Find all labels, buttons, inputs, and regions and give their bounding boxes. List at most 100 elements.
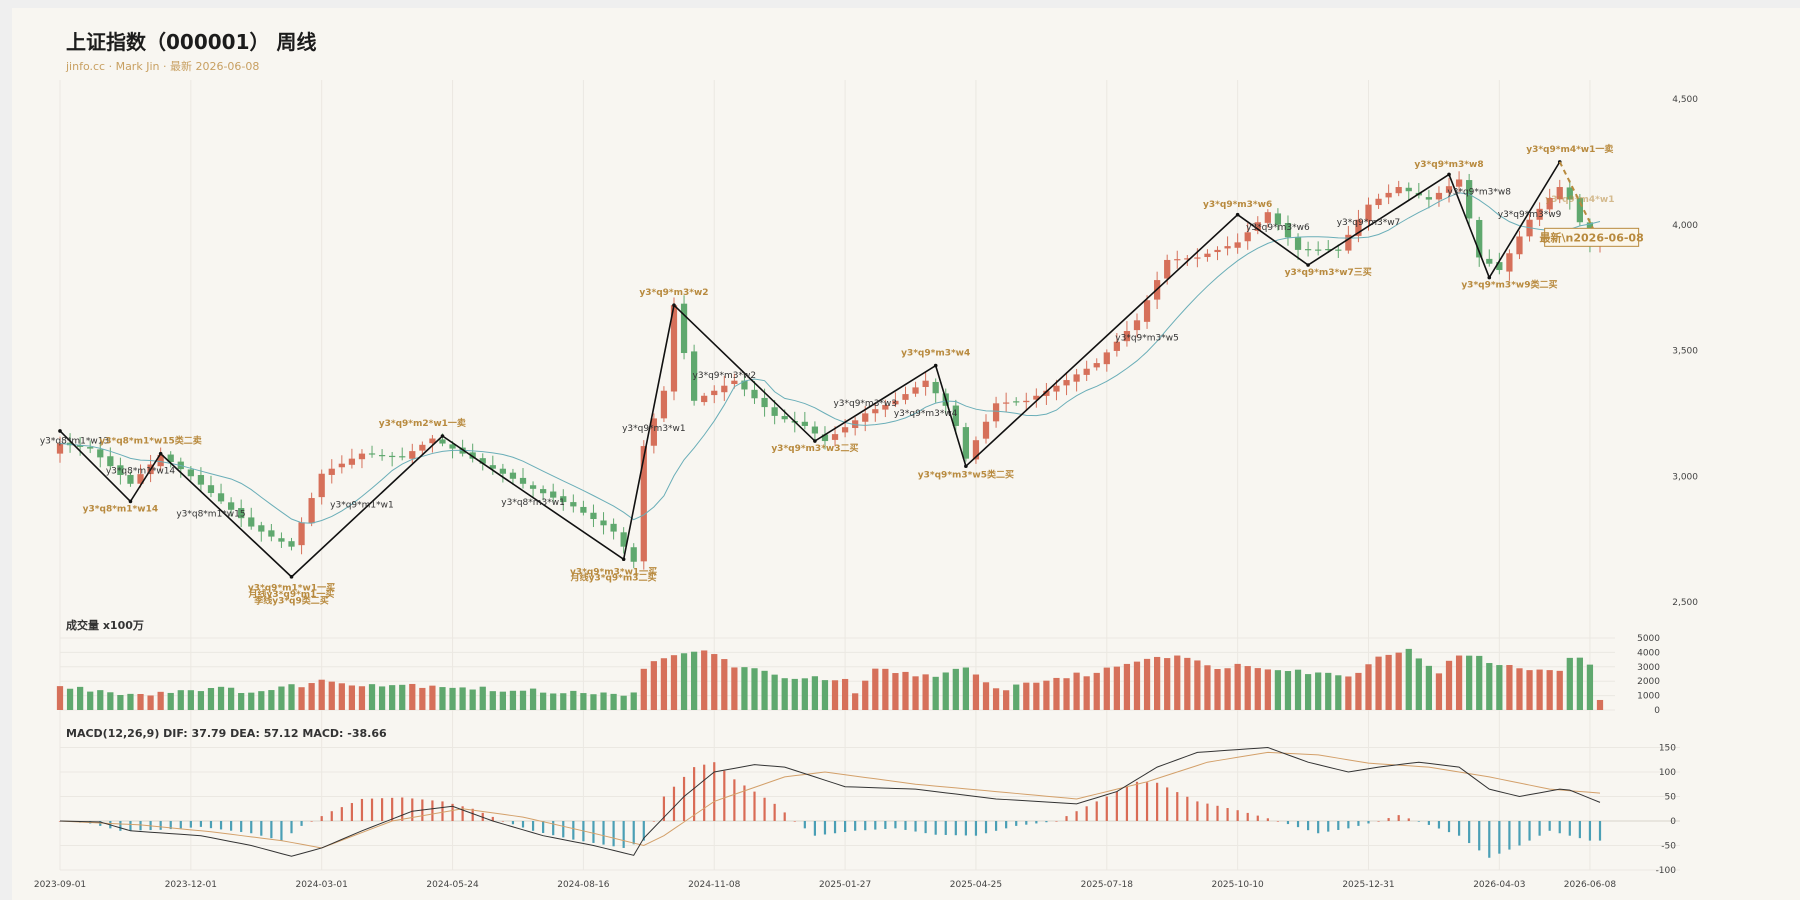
x-tick: 2024-11-08 bbox=[688, 880, 741, 890]
candle-body bbox=[660, 390, 668, 419]
volume-bar bbox=[328, 681, 335, 710]
volume-bar bbox=[942, 672, 949, 710]
candle-body bbox=[1486, 258, 1493, 264]
volume-bar bbox=[872, 668, 879, 710]
macd-bar bbox=[1528, 821, 1531, 841]
zigzag-point bbox=[128, 499, 133, 504]
candle-body bbox=[1294, 236, 1302, 250]
macd-bar bbox=[1427, 821, 1430, 825]
volume-bar bbox=[1244, 666, 1251, 710]
volume-bar bbox=[680, 653, 688, 710]
macd-bar bbox=[924, 821, 927, 834]
volume-bar bbox=[721, 659, 728, 710]
volume-bar bbox=[1023, 682, 1030, 710]
candle-body bbox=[741, 380, 748, 390]
annotation-labels: 最新\n2026-06-08 y3*q8*m1*w13y3*q8*m1*w15类二… bbox=[40, 143, 1644, 606]
volume-bar bbox=[1566, 657, 1573, 710]
macd-bar bbox=[773, 803, 776, 821]
volume-bar bbox=[731, 667, 738, 710]
zigzag-point bbox=[1487, 275, 1492, 280]
zigzag-point bbox=[58, 429, 62, 433]
candle-body bbox=[1546, 197, 1553, 210]
volume-bar bbox=[308, 683, 315, 710]
macd-bar bbox=[994, 821, 998, 831]
macd-bar bbox=[119, 821, 122, 831]
price-tick: 3,000 bbox=[1672, 472, 1698, 482]
latest-box-text: 最新\n2026-06-08 bbox=[1540, 230, 1644, 244]
candle-body bbox=[701, 395, 708, 403]
macd-bar bbox=[974, 821, 978, 836]
volume-bar bbox=[1405, 648, 1412, 710]
macd-bar bbox=[743, 785, 746, 821]
volume-bar bbox=[1174, 655, 1181, 710]
macd-bar bbox=[1125, 786, 1129, 821]
candle-body bbox=[298, 522, 305, 546]
macd-bar bbox=[723, 770, 726, 821]
macd-bar bbox=[511, 821, 515, 825]
macd-bar bbox=[189, 821, 192, 828]
candle-body bbox=[509, 472, 517, 479]
candle-body bbox=[56, 443, 64, 454]
volume-bar bbox=[87, 691, 94, 710]
volume-bar bbox=[1154, 656, 1161, 710]
annotation-label: y3*q9*m1*w1 bbox=[330, 501, 394, 511]
volume-bar bbox=[1033, 682, 1040, 710]
macd-bar bbox=[1025, 821, 1028, 825]
volume-bar bbox=[841, 678, 849, 710]
volume-bar bbox=[278, 686, 285, 710]
candle-body bbox=[1184, 258, 1191, 260]
candle-body bbox=[519, 477, 527, 484]
volume-bar bbox=[167, 692, 174, 710]
volume-bar bbox=[600, 692, 607, 710]
annotation-label: y3*q8*m1*w15 bbox=[176, 509, 245, 519]
macd-bar bbox=[1518, 821, 1521, 846]
volume-bar bbox=[177, 690, 184, 710]
volume-bar bbox=[1536, 669, 1543, 710]
candle-body bbox=[1304, 249, 1312, 251]
volume-bar bbox=[97, 690, 104, 710]
macd-bar bbox=[401, 797, 404, 821]
macd-tick: 100 bbox=[1659, 768, 1676, 778]
candle-body bbox=[560, 496, 567, 503]
macd-bar bbox=[1065, 816, 1068, 821]
candle-body bbox=[399, 456, 406, 458]
volume-bars bbox=[56, 648, 1604, 710]
candle-body bbox=[1053, 385, 1060, 392]
volume-bar bbox=[489, 691, 496, 710]
volume-bar bbox=[972, 674, 980, 710]
candle-body bbox=[590, 512, 597, 520]
candle-body bbox=[852, 420, 859, 429]
macd-bar bbox=[1246, 812, 1249, 821]
volume-bar bbox=[107, 692, 114, 710]
macd-bar bbox=[894, 821, 897, 829]
zigzag-point bbox=[1306, 263, 1310, 267]
macd-bar bbox=[380, 798, 384, 821]
candle-body bbox=[288, 541, 295, 547]
candle-body bbox=[1093, 363, 1100, 368]
candle-body bbox=[1466, 180, 1473, 219]
candle-body bbox=[217, 493, 225, 502]
annotation-label: 月线y3*q9*m3二买 bbox=[570, 572, 657, 584]
macd-bar bbox=[562, 821, 565, 838]
volume-bar bbox=[1123, 663, 1131, 710]
volume-bar bbox=[741, 667, 748, 710]
volume-bar bbox=[1315, 672, 1322, 710]
candle-body bbox=[187, 469, 194, 477]
candle-body bbox=[1315, 249, 1322, 251]
macd-bar bbox=[219, 821, 223, 830]
macd-bar bbox=[1015, 821, 1018, 826]
volume-bar bbox=[117, 694, 124, 710]
macd-bar bbox=[1548, 821, 1551, 831]
macd-bar bbox=[1206, 803, 1209, 821]
macd-bar bbox=[491, 816, 494, 821]
macd-bar bbox=[572, 821, 575, 840]
candle-body bbox=[429, 438, 436, 444]
macd-bar bbox=[471, 808, 474, 821]
candle-body bbox=[1476, 219, 1483, 258]
volume-bar bbox=[1596, 699, 1604, 710]
volume-bar bbox=[147, 695, 154, 710]
volume-bar bbox=[650, 661, 657, 710]
volume-bar bbox=[338, 683, 345, 710]
macd-bar bbox=[642, 821, 645, 841]
macd-bar bbox=[1296, 821, 1300, 828]
